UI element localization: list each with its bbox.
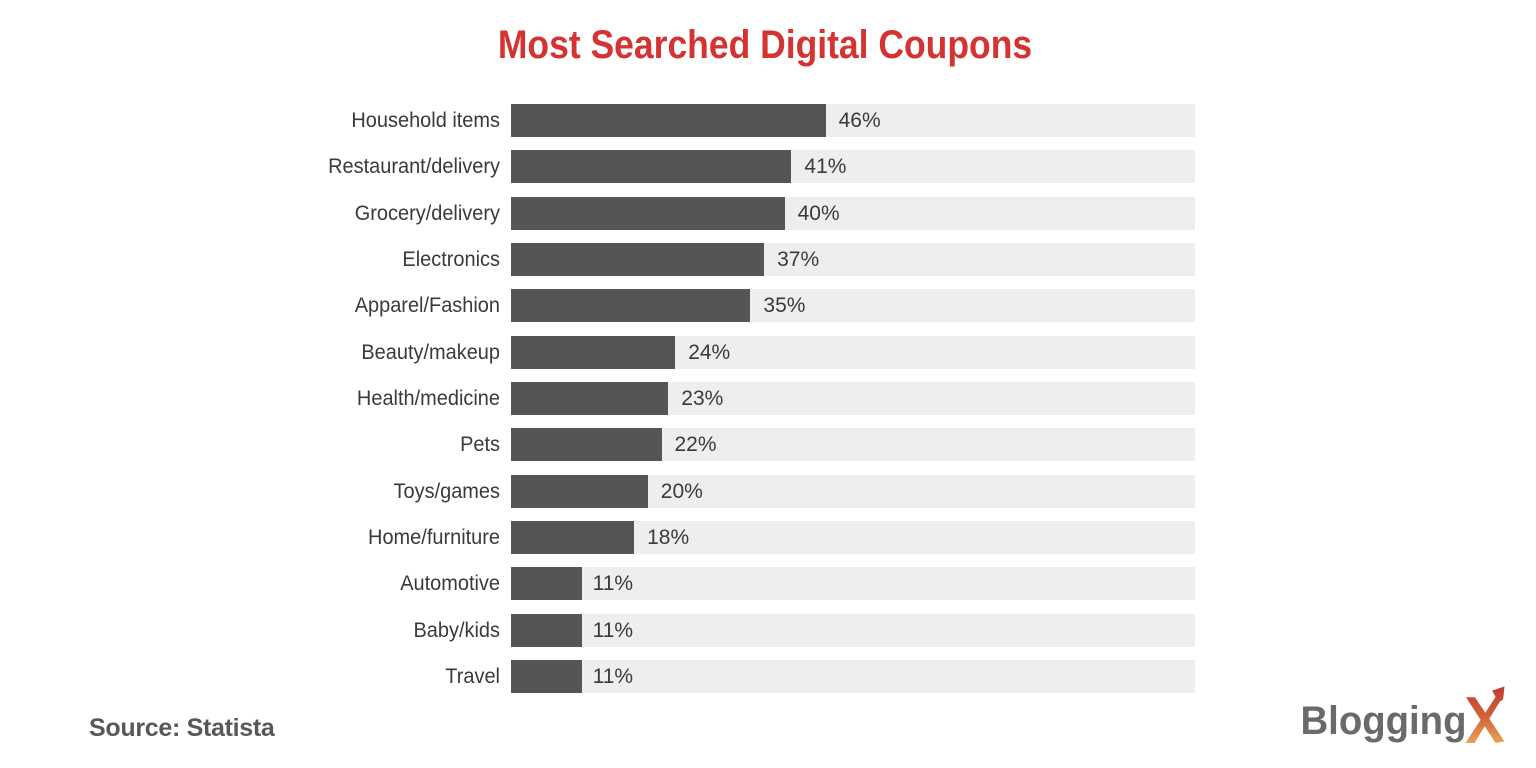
svg-text:Blogging: Blogging: [1301, 699, 1467, 743]
